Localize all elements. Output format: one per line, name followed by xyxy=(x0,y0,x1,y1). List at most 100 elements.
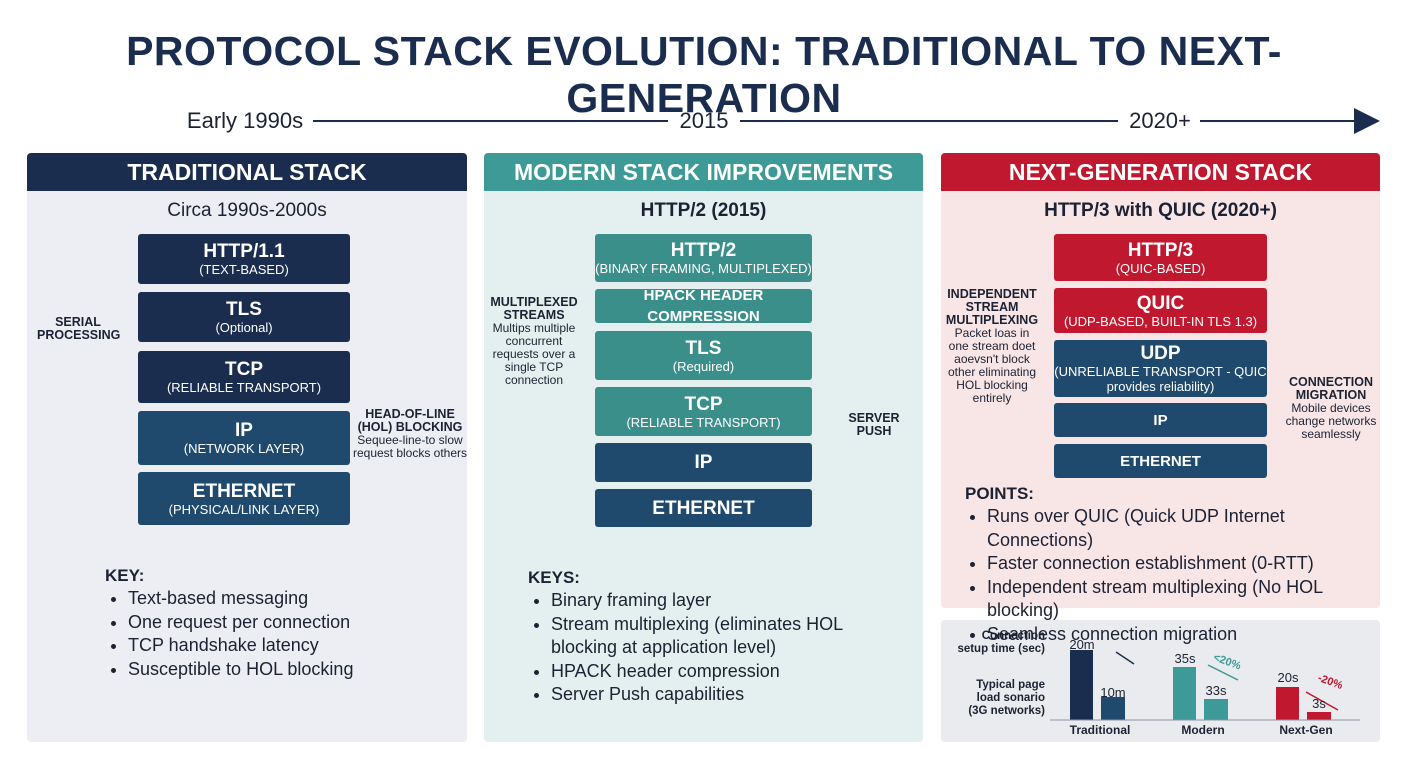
stack-layer: ETHERNET xyxy=(1054,444,1267,478)
bar-label: 10m xyxy=(1100,685,1126,700)
layer-desc: (RELIABLE TRANSPORT) xyxy=(166,380,322,395)
timeline-label: Early 1990s xyxy=(186,108,304,133)
key-item: Faster connection establishment (0-RTT) xyxy=(987,552,1377,576)
layer-name: TLS xyxy=(226,299,262,320)
layer-name: ETHERNET xyxy=(192,480,296,502)
key-list: Binary framing layerStream multiplexing … xyxy=(529,589,909,707)
key-title: KEY: xyxy=(105,566,145,585)
key-items: Binary framing layerStream multiplexing … xyxy=(529,589,909,707)
layer-desc: (QUIC-BASED) xyxy=(1115,260,1206,276)
timeline-label: 2020+ xyxy=(1129,108,1191,133)
layer-name: HTTP/3 xyxy=(1127,239,1194,261)
layer-desc: (TEXT-BASED) xyxy=(199,262,289,277)
bar-label: 20s xyxy=(1277,670,1299,685)
key-item: Susceptible to HOL blocking xyxy=(128,658,456,682)
layer-name: TCP xyxy=(684,393,723,415)
side-note: CONNECTION MIGRATION Mobile devices chang… xyxy=(1282,376,1380,441)
stack-layer: IP (NETWORK LAYER) xyxy=(138,411,350,465)
layer-name: TCP xyxy=(225,359,263,380)
comparison-bars xyxy=(1050,650,1360,721)
key-items: Text-based messagingOne request per conn… xyxy=(106,587,456,681)
layer-desc: (BINARY FRAMING, MULTIPLEXED) xyxy=(595,261,812,276)
layer-desc: (UDP-BASED, BUILT-IN TLS 1.3) xyxy=(1063,313,1258,329)
layer-desc: (RELIABLE TRANSPORT) xyxy=(626,414,781,430)
key-item: Binary framing layer xyxy=(551,589,909,613)
note-text: Packet loas in one stream doet aoevsn't … xyxy=(947,326,1037,405)
key-item: Seamless connection migration xyxy=(987,623,1377,647)
stack-layer: TCP (RELIABLE TRANSPORT) xyxy=(138,351,350,403)
group-label: Next-Gen xyxy=(1279,723,1333,737)
stack-layer: ETHERNET xyxy=(595,489,812,527)
key-item: Server Push capabilities xyxy=(551,683,909,707)
layer-name: IP xyxy=(1153,411,1168,429)
side-note: SERVER PUSH xyxy=(838,412,910,438)
stack-layer: QUIC (UDP-BASED, BUILT-IN TLS 1.3) xyxy=(1054,288,1267,333)
layer-name: ETHERNET xyxy=(652,497,755,519)
row-label: Typical page load sonario (3G networks) xyxy=(968,679,1045,717)
stack-layer: HTTP/1.1 (TEXT-BASED) xyxy=(138,234,350,284)
stack-layer: TLS (Required) xyxy=(595,331,812,380)
note-text: Multips multiple concurrent requests ove… xyxy=(492,321,576,387)
layer-name: IP xyxy=(694,452,713,473)
stack-layer: IP xyxy=(1054,403,1267,437)
key-item: Text-based messaging xyxy=(128,587,456,611)
key-title: KEYS: xyxy=(528,568,580,587)
side-note: MULTIPLEXED STREAMS Multips multiple conc… xyxy=(486,296,582,387)
side-note: SERIAL PROCESSING xyxy=(37,315,121,342)
layer-desc: (Optional) xyxy=(215,320,273,335)
key-item: Stream multiplexing (eliminates HOL bloc… xyxy=(551,613,909,660)
layer-desc: (NETWORK LAYER) xyxy=(183,441,305,456)
note-title: MULTIPLEXED STREAMS xyxy=(490,295,578,322)
note-title: SERIAL PROCESSING xyxy=(37,315,121,342)
layer-desc: (Required) xyxy=(672,358,735,374)
panel-header: MODERN STACK IMPROVEMENTS xyxy=(484,153,923,191)
side-note: INDEPENDENT STREAM MULTIPLEXING Packet lo… xyxy=(943,288,1041,405)
layer-name: HTTP/1.1 xyxy=(203,241,285,262)
panel-header: TRADITIONAL STACK xyxy=(27,153,467,191)
layer-name: UDP xyxy=(1140,343,1181,364)
note-text: Mobile devices change networks seamlessl… xyxy=(1285,401,1377,441)
stack-layer: HTTP/2 (BINARY FRAMING, MULTIPLEXED) xyxy=(595,234,812,282)
key-list: Runs over QUIC (Quick UDP Internet Conne… xyxy=(965,505,1377,646)
note-text: Sequee-line-to slow request blocks other… xyxy=(352,433,468,460)
panel-subtitle: HTTP/3 with QUIC (2020+) xyxy=(1044,200,1277,221)
bar-label: 3s xyxy=(1312,696,1326,711)
key-item: HPACK header compression xyxy=(551,660,909,684)
stack-layer: UDP (UNRELIABLE TRANSPORT - QUIC provides… xyxy=(1054,340,1267,397)
group-label: Modern xyxy=(1181,723,1225,737)
note-title: INDEPENDENT STREAM MULTIPLEXING xyxy=(945,287,1039,327)
bar-label: 33s xyxy=(1205,683,1227,698)
key-items: Runs over QUIC (Quick UDP Internet Conne… xyxy=(965,505,1377,646)
panel-header: NEXT-GENERATION STACK xyxy=(941,153,1380,191)
timeline-label: 2015 xyxy=(679,108,729,133)
stack-layer: HTTP/3 (QUIC-BASED) xyxy=(1054,234,1267,281)
layer-name: QUIC xyxy=(1136,292,1185,314)
layer-desc: (PHYSICAL/LINK LAYER) xyxy=(168,501,320,517)
side-note: HEAD-OF-LINE (HOL) BLOCKING Sequee-line-t… xyxy=(352,408,468,460)
note-title: CONNECTION MIGRATION xyxy=(1288,375,1374,402)
key-list: Text-based messagingOne request per conn… xyxy=(106,587,456,681)
key-item: One request per connection xyxy=(128,611,456,635)
note-title: HEAD-OF-LINE (HOL) BLOCKING xyxy=(357,407,463,434)
key-item: Runs over QUIC (Quick UDP Internet Conne… xyxy=(987,505,1377,552)
panel-subtitle: HTTP/2 (2015) xyxy=(640,200,767,221)
stack-layer: IP xyxy=(595,443,812,482)
stack-layer: TLS (Optional) xyxy=(138,292,350,342)
stack-layer: HPACK HEADER COMPRESSION xyxy=(595,287,812,325)
layer-name: IP xyxy=(235,420,253,441)
stack-layer: ETHERNET (PHYSICAL/LINK LAYER) xyxy=(138,472,350,525)
stack-layer: TCP (RELIABLE TRANSPORT) xyxy=(595,387,812,436)
panel-subtitle: Circa 1990s-2000s xyxy=(167,200,327,221)
key-item: TCP handshake latency xyxy=(128,634,456,658)
page-title: PROTOCOL STACK EVOLUTION: TRADITIONAL TO… xyxy=(126,28,1282,121)
layer-name: HTTP/2 xyxy=(670,240,737,261)
key-title: POINTS: xyxy=(965,484,1034,503)
group-label: Traditional xyxy=(1069,723,1131,737)
layer-desc: (UNRELIABLE TRANSPORT - QUIC provides re… xyxy=(1054,364,1267,394)
row-label: Connection setup time (sec) xyxy=(957,630,1045,655)
layer-name: TLS xyxy=(685,337,722,359)
key-item: Independent stream multiplexing (No HOL … xyxy=(987,576,1377,623)
layer-name: ETHERNET xyxy=(1120,452,1201,470)
layer-name: HPACK HEADER COMPRESSION xyxy=(643,287,764,325)
